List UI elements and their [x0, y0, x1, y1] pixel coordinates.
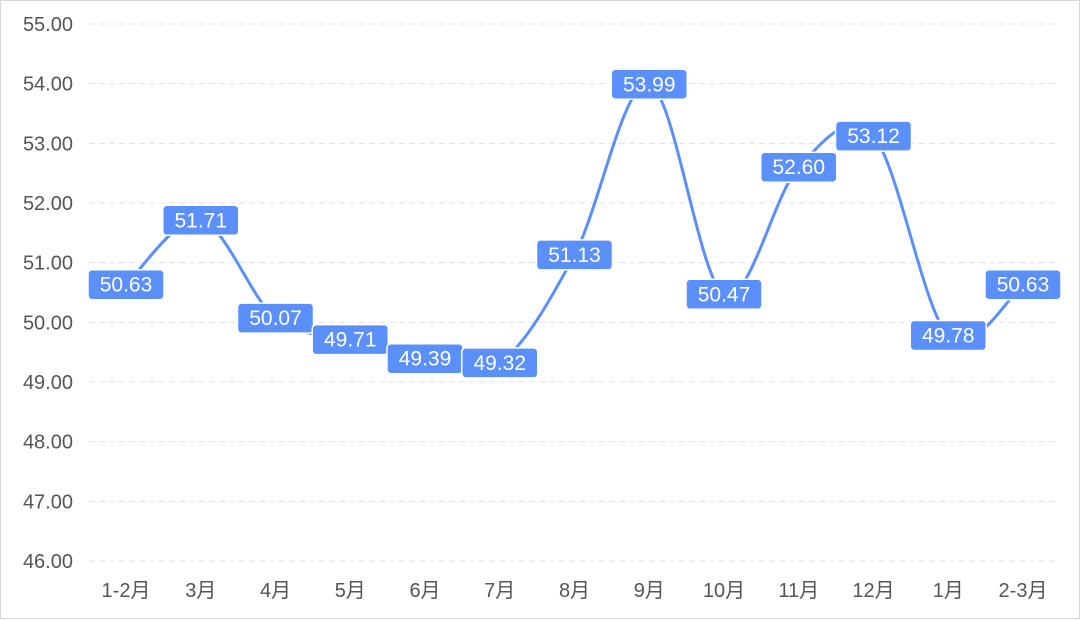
- data-label: 50.63: [87, 268, 165, 301]
- y-tick-label: 48.00: [23, 432, 73, 454]
- data-label-text: 53.99: [623, 73, 676, 96]
- data-label-text: 51.71: [174, 209, 227, 232]
- data-label-box: [461, 347, 539, 379]
- data-label-text: 52.60: [772, 156, 825, 179]
- data-label-box: [535, 239, 614, 271]
- x-tick-label: 4月: [260, 580, 291, 602]
- data-label-box: [610, 68, 688, 101]
- x-tick-label: 11月: [778, 580, 819, 602]
- data-label-box: [236, 302, 315, 334]
- data-label-text: 49.32: [473, 352, 526, 375]
- y-tick-label: 53.00: [23, 133, 73, 155]
- data-label-box: [685, 278, 763, 311]
- data-label: 51.71: [162, 204, 240, 237]
- data-label-box: [760, 151, 838, 183]
- data-label: 49.32: [461, 347, 539, 379]
- data-label: 52.60: [760, 151, 838, 183]
- y-tick-label: 49.00: [23, 372, 73, 394]
- data-label-text: 50.47: [698, 283, 751, 306]
- x-tick-label: 1月: [933, 580, 964, 602]
- data-label-text: 49.39: [399, 348, 452, 371]
- data-label-box: [162, 204, 240, 237]
- y-tick-label: 47.00: [23, 491, 73, 513]
- grid: [89, 23, 1057, 562]
- x-tick-label: 1-2月: [102, 580, 151, 602]
- data-label-text: 51.13: [548, 244, 601, 267]
- data-label: 53.12: [834, 120, 913, 152]
- x-tick-label: 5月: [335, 580, 366, 602]
- data-label-text: 50.07: [249, 307, 302, 330]
- x-tick-label: 2-3月: [999, 580, 1048, 602]
- data-label-box: [834, 120, 913, 152]
- data-label-box: [984, 268, 1062, 301]
- data-label: 51.13: [535, 239, 614, 271]
- x-tick-label: 7月: [484, 580, 515, 602]
- y-tick-label: 46.00: [23, 551, 73, 573]
- x-tick-label: 9月: [634, 580, 665, 602]
- data-label-text: 50.63: [100, 274, 153, 297]
- y-tick-label: 55.00: [23, 14, 73, 36]
- data-label-text: 49.78: [922, 324, 975, 347]
- y-axis-ticks: 46.00 47.00 48.00 49.00 50.00 51.00 52.00 53.00…: [23, 14, 73, 573]
- data-label-text: 53.12: [847, 125, 900, 148]
- data-label: 49.39: [386, 342, 464, 375]
- x-tick-label: 10月: [703, 580, 745, 602]
- data-labels: 50.63 51.71 50.07 49.71 49.39 49.32 51.13 53.99…: [87, 68, 1062, 379]
- data-label: 50.07: [236, 302, 315, 334]
- data-label-box: [909, 319, 987, 352]
- data-label-text: 50.63: [997, 274, 1050, 297]
- x-tick-label: 6月: [409, 580, 440, 602]
- y-tick-label: 51.00: [23, 253, 73, 275]
- data-label-text: 49.71: [324, 329, 377, 352]
- data-label: 50.47: [685, 278, 763, 311]
- x-axis-ticks: 1-2月 3月 4月 5月 6月 7月 8月 9月 10月 11月 12月 1月 2-3月: [102, 580, 1048, 602]
- y-tick-label: 54.00: [23, 74, 73, 96]
- data-label-box: [311, 323, 389, 356]
- data-label: 49.78: [909, 319, 987, 352]
- x-tick-label: 12月: [852, 580, 894, 602]
- data-label: 49.71: [311, 323, 389, 356]
- y-tick-label: 52.00: [23, 193, 73, 215]
- data-label-box: [87, 268, 165, 301]
- x-tick-label: 8月: [559, 580, 590, 602]
- data-label: 53.99: [610, 68, 688, 101]
- x-tick-label: 3月: [185, 580, 216, 602]
- data-label: 50.63: [984, 268, 1062, 301]
- y-tick-label: 50.00: [23, 312, 73, 334]
